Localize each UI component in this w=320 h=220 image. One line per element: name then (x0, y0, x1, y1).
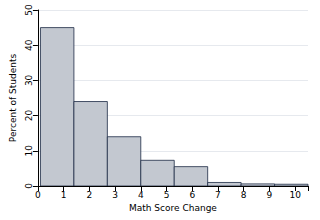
svg-text:8: 8 (241, 190, 247, 200)
svg-text:10: 10 (289, 190, 301, 200)
svg-text:20: 20 (24, 110, 34, 122)
svg-text:Math Score Change: Math Score Change (129, 203, 217, 213)
svg-text:10: 10 (24, 145, 34, 157)
svg-text:9: 9 (267, 190, 273, 200)
svg-text:30: 30 (24, 74, 34, 86)
svg-text:0: 0 (35, 190, 41, 200)
svg-text:Percent of Students: Percent of Students (8, 54, 18, 143)
svg-text:6: 6 (189, 190, 195, 200)
svg-text:50: 50 (24, 4, 34, 16)
svg-text:2: 2 (86, 190, 92, 200)
svg-text:1: 1 (61, 190, 67, 200)
svg-text:3: 3 (112, 190, 118, 200)
svg-text:40: 40 (24, 39, 34, 51)
svg-text:7: 7 (215, 190, 221, 200)
svg-text:0: 0 (24, 183, 34, 189)
svg-text:4: 4 (138, 190, 144, 200)
svg-text:5: 5 (164, 190, 170, 200)
